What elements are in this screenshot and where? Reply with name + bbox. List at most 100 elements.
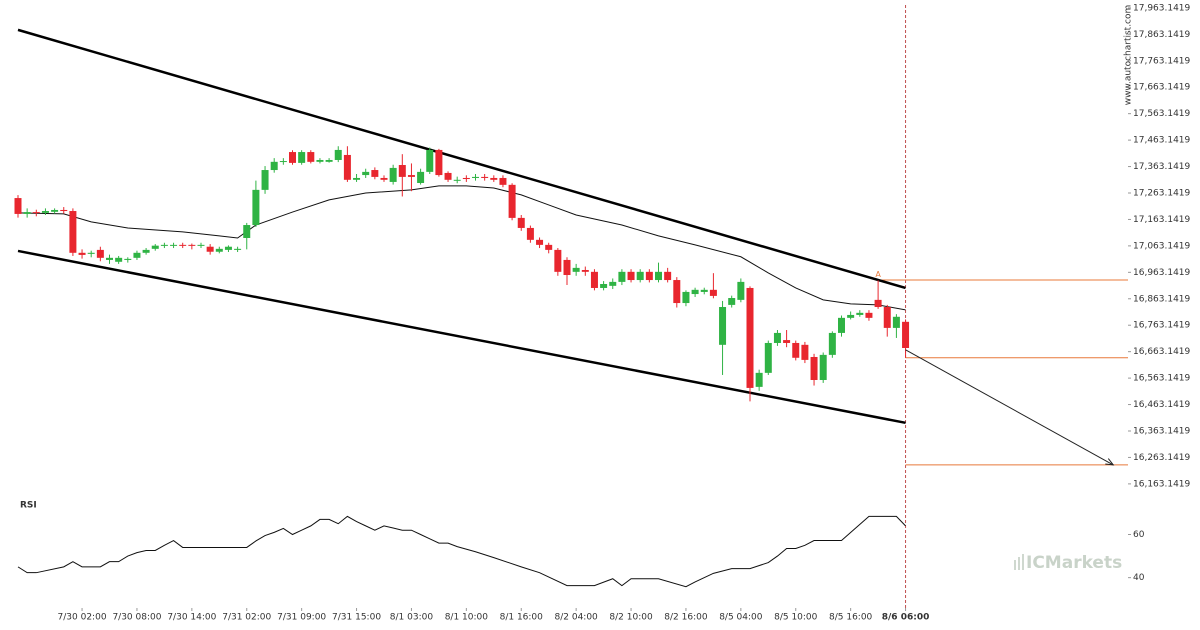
candle-body [279,161,287,163]
moving-average [17,185,906,311]
candle-body [563,259,571,276]
y-tick-label: 17,563.1419 [1133,109,1191,119]
rsi-line [17,515,906,588]
candle-body [874,299,882,308]
candle-body [298,152,306,163]
candle-body [353,177,361,180]
x-tick-label: 8/5 10:00 [774,613,818,623]
watermark: www.autochartist.com [1124,5,1134,106]
candle-body [343,154,351,180]
candle-body [828,332,836,355]
candle-body [197,244,205,246]
x-tick-label: 8/1 10:00 [445,613,489,623]
x-tick-label: 8/5 04:00 [719,613,763,623]
candle-body [32,212,40,214]
x-tick-label: 8/5 16:00 [829,613,873,623]
x-tick-label: 7/30 02:00 [58,613,107,623]
candle-body [398,165,406,177]
y-tick-label: 16,763.1419 [1133,321,1191,331]
candle-body [426,149,434,172]
candle-body [581,269,589,272]
channel-line [17,249,906,425]
candle-body [106,257,113,260]
candle-body [746,287,754,388]
candle-body [810,356,818,380]
x-tick-label: 7/30 08:00 [112,613,161,623]
candle-body [554,249,562,272]
candle-body [435,149,443,176]
candle-body [508,184,516,218]
y-tick-label: 17,363.1419 [1133,162,1191,172]
candle-body [609,281,617,286]
y-tick-label: 16,363.1419 [1133,426,1191,436]
candle-body [728,298,736,305]
candle-body [188,244,196,246]
candle-body [78,252,86,255]
candle-body [819,354,827,380]
rsi-tick-label: 60 [1133,530,1145,540]
candle-body [41,211,49,213]
candle-body [69,211,77,253]
candle-body [783,340,791,343]
candle-body [160,244,168,246]
candle-body [847,314,855,318]
x-tick-label: 7/30 14:00 [167,613,216,623]
x-tick-label: 8/6 06:00 [882,613,930,623]
candle-body [142,249,150,253]
candle-body [270,161,278,171]
candle-body [572,267,580,272]
x-tick-label: 7/31 15:00 [332,613,381,623]
rsi-label: RSI [20,501,37,511]
channel-line [17,28,906,290]
candle-body [224,246,232,250]
y-tick-label: 17,463.1419 [1133,136,1191,146]
candle-body [325,159,333,162]
candle-body [517,217,525,228]
candle-body [682,291,690,304]
candle-body [444,172,452,180]
candle-body [865,312,873,318]
candle-body [115,257,123,262]
candle-body [96,249,104,258]
x-tick-label: 8/2 10:00 [609,613,653,623]
candle-body [719,307,727,345]
y-tick-label: 16,163.1419 [1133,479,1191,489]
candle-body [151,245,159,249]
candle-body [462,177,470,180]
candle-body [627,271,635,281]
candle-body [362,171,370,176]
candle-body [755,372,763,387]
candle-body [526,227,534,240]
y-tick-label: 16,463.1419 [1133,400,1191,410]
candle-body [170,244,178,246]
candle-body [691,289,699,295]
candle-body [764,342,772,373]
candle-body [316,159,324,162]
annotation: A [875,270,881,279]
logo: ICMarkets [1026,553,1122,573]
x-tick-label: 8/1 16:00 [500,613,544,623]
candle-body [590,271,598,288]
candle-body [856,312,864,315]
candle-body [252,189,260,226]
candle-body [499,177,507,185]
y-tick-label: 17,263.1419 [1133,189,1191,199]
forecast-arrow [905,349,1114,466]
candle-body [490,177,498,180]
x-tick-label: 8/1 03:00 [390,613,434,623]
x-tick-label: 7/31 09:00 [277,613,326,623]
candle-body [700,289,708,292]
candle-body [883,307,891,328]
candle-body [838,317,845,333]
candle-body [371,170,379,177]
candle-body [206,246,214,252]
candle-body [737,281,745,300]
candle-body [60,209,68,212]
y-tick-label: 17,063.1419 [1133,241,1191,251]
candle-body [334,149,342,160]
candle-body [23,212,31,214]
candle-body [87,252,95,254]
x-tick-label: 8/2 04:00 [555,613,599,623]
candle-body [243,225,251,238]
